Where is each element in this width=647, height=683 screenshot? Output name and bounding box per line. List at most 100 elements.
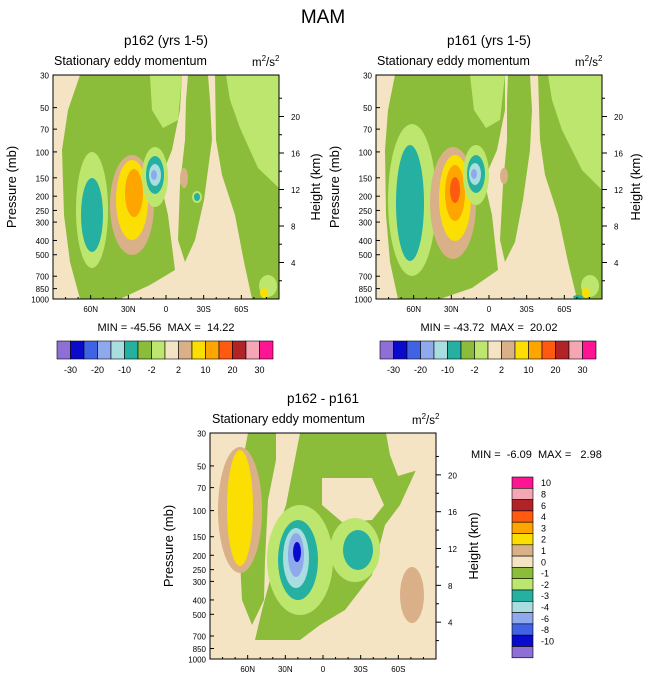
contour-region (226, 75, 279, 188)
colorbar-label: -3 (541, 591, 549, 601)
height-tick-label: 8 (614, 222, 619, 231)
colorbar-box (232, 340, 247, 360)
colorbar-box (447, 340, 462, 360)
colorbar-box (218, 340, 233, 360)
colorbar-box (420, 340, 435, 360)
height-tick-label: 4 (448, 619, 453, 628)
height-tick-label: 12 (291, 186, 300, 195)
colorbar-box (511, 510, 534, 523)
y-right-label-difference: Height (km) (466, 512, 481, 579)
y-tick-label: 300 (193, 578, 207, 587)
colorbar-label: -10 (541, 636, 554, 646)
contour-region (151, 170, 157, 180)
colorbar-label: -2 (147, 365, 155, 375)
contour-region (500, 75, 532, 262)
y-tick-label: 700 (36, 273, 50, 282)
colorbar-box (568, 340, 583, 360)
y-tick-label: 250 (193, 566, 207, 575)
y-tick-label: 250 (36, 207, 50, 216)
height-tick-label: 20 (614, 113, 623, 122)
colorbar-box (259, 340, 274, 360)
panel-units-difference: m2/s2 (412, 412, 440, 427)
colorbar-box (110, 340, 125, 360)
colorbar-box (511, 567, 534, 580)
colorbar-box (245, 340, 260, 360)
panel-title-p161: p161 (yrs 1-5) (447, 33, 531, 48)
y-tick-label: 250 (359, 207, 373, 216)
x-tick-label: 0 (487, 305, 492, 314)
colorbar-box (83, 340, 98, 360)
height-tick-label: 8 (448, 582, 453, 591)
y-tick-label: 200 (36, 193, 50, 202)
colorbar-label: 2 (176, 365, 181, 375)
colorbar-box (178, 340, 193, 360)
y-tick-label: 30 (40, 72, 49, 81)
panel-units-p161: m2/s2 (575, 54, 603, 69)
colorbar-label: 10 (541, 478, 551, 488)
contour-region (125, 169, 143, 217)
axes-p162: 305070100150200250300400500700850100060N… (31, 72, 300, 315)
y-tick-label: 150 (359, 174, 373, 183)
x-tick-label: 30N (121, 305, 136, 314)
colorbar-box (514, 340, 529, 360)
panel-p162: 305070100150200250300400500700850100060N… (4, 33, 323, 375)
colorbar-box (511, 600, 534, 613)
colorbar-box (151, 340, 166, 360)
height-tick-label: 16 (614, 149, 623, 158)
y-tick-label: 1000 (31, 296, 49, 305)
colorbar-box (511, 555, 534, 568)
colorbar-label: 0 (541, 557, 546, 567)
y-tick-label: 70 (363, 126, 372, 135)
y-tick-label: 50 (40, 104, 49, 113)
y-right-label-p162: Height (km) (308, 153, 323, 220)
colorbar-label: -8 (541, 625, 549, 635)
colorbar-box (511, 646, 534, 659)
panel-p161: 305070100150200250300400500700850100060N… (327, 33, 643, 375)
contour-region (386, 433, 420, 476)
colorbar-label: -2 (541, 580, 549, 590)
panel-subtitle-difference: Stationary eddy momentum (212, 412, 365, 426)
colorbar-box (511, 521, 534, 534)
colorbar-box (511, 578, 534, 591)
contour-region (471, 169, 477, 179)
colorbar-label: -1 (541, 569, 549, 579)
min-max-difference: MIN = -6.09 MAX = 2.98 (471, 449, 602, 461)
x-tick-label: 60S (557, 305, 571, 314)
contour-region (343, 530, 373, 570)
colorbar-label: 3 (541, 523, 546, 533)
y-tick-label: 400 (193, 596, 207, 605)
y-tick-label: 500 (193, 611, 207, 620)
contour-region (396, 145, 424, 261)
colorbar-label: -6 (541, 614, 549, 624)
y-tick-label: 300 (36, 219, 50, 228)
y-tick-label: 500 (36, 251, 50, 260)
y-tick-label: 150 (36, 174, 50, 183)
contour-region (180, 168, 188, 188)
colorbar-box (511, 634, 534, 647)
colorbar-p162: -30 -20 -10 -2 2 10 20 30 (56, 340, 274, 375)
x-tick-label: 30S (354, 665, 368, 674)
panel-subtitle-p162: Stationary eddy momentum (54, 54, 207, 68)
contour-field-p162 (53, 75, 279, 299)
colorbar-p161: -30 -20 -10 -2 2 10 20 30 (379, 340, 597, 375)
contour-field-p161 (376, 75, 602, 299)
panel-subtitle-p161: Stationary eddy momentum (377, 54, 530, 68)
colorbar-box (433, 340, 448, 360)
y-tick-label: 200 (193, 552, 207, 561)
colorbar-box (406, 340, 421, 360)
x-tick-label: 30N (278, 665, 293, 674)
y-tick-label: 400 (36, 237, 50, 246)
colorbar-box (555, 340, 570, 360)
y-tick-label: 850 (359, 285, 373, 294)
colorbar-label: 10 (523, 365, 533, 375)
colorbar-label: 2 (499, 365, 504, 375)
y-tick-label: 500 (359, 251, 373, 260)
colorbar-label: 4 (541, 512, 546, 522)
x-tick-label: 30N (444, 305, 459, 314)
colorbar-box (511, 476, 534, 489)
y-tick-label: 400 (359, 237, 373, 246)
colorbar-box (511, 487, 534, 500)
colorbar-label: -2 (470, 365, 478, 375)
height-tick-label: 20 (448, 471, 457, 480)
